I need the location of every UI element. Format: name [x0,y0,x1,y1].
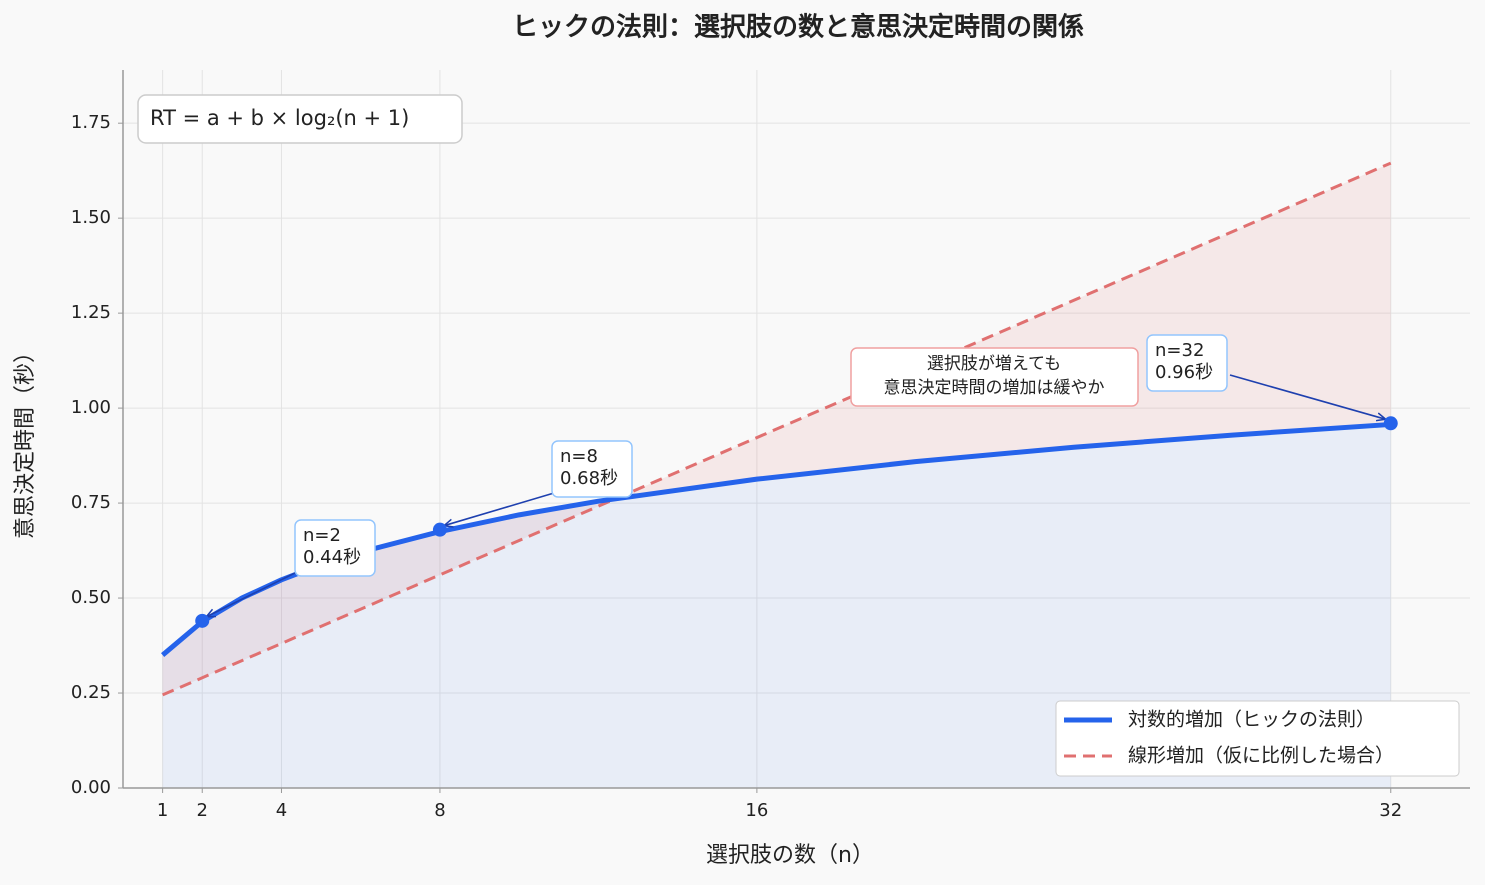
x-tick-label: 2 [197,800,208,821]
x-axis-label: 選択肢の数（n） [706,843,874,868]
callout-text: 意思決定時間の増加は緩やか [884,378,1105,398]
y-tick-label: 1.50 [71,207,111,228]
chart-title: ヒックの法則：選択肢の数と意思決定時間の関係 [512,12,1084,43]
annotation-box [551,440,633,498]
legend-label: 線形増加（仮に比例した場合） [1128,745,1394,767]
callout-box [850,347,1139,407]
formula-box [137,94,463,144]
x-tick-label: 4 [276,800,287,821]
annotation-label: n=32 [1155,340,1204,361]
y-tick-label: 0.25 [71,682,111,703]
legend-label: 対数的増加（ヒックの法則） [1128,709,1375,731]
series-line [161,421,1391,657]
annotation-arrow [1229,374,1386,419]
highlight-point [195,613,210,628]
annotation-label: 0.96秒 [1155,362,1213,383]
y-tick-label: 0.50 [71,587,111,608]
annotation-box [1146,334,1228,392]
annotation-label: 0.44秒 [303,547,361,568]
legend-box [1055,700,1460,777]
highlight-point [1383,416,1398,431]
formula: RT = a + b × log₂(n + 1) [150,106,409,130]
annotation-arrow [444,492,555,526]
annotation-box [294,519,376,577]
series-line [162,161,1392,697]
callout-text: 選択肢が増えても [927,354,1061,374]
y-tick-label: 1.25 [71,302,111,323]
x-tick-label: 32 [1379,800,1402,821]
annotation-label: n=2 [303,525,341,546]
annotation-label: n=8 [560,446,598,467]
area-fill [162,424,1391,788]
y-axis-label: 意思決定時間（秒） [13,341,38,539]
y-tick-label: 1.00 [71,397,111,418]
y-tick-label: 1.75 [71,112,111,133]
x-tick-label: 16 [745,800,768,821]
annotation-arrow [206,571,298,617]
annotation-label: 0.68秒 [560,468,618,489]
x-tick-label: 8 [434,800,445,821]
y-tick-label: 0.75 [71,492,111,513]
x-tick-label: 1 [157,800,168,821]
y-tick-label: 0.00 [71,777,111,798]
highlight-point [432,522,447,537]
